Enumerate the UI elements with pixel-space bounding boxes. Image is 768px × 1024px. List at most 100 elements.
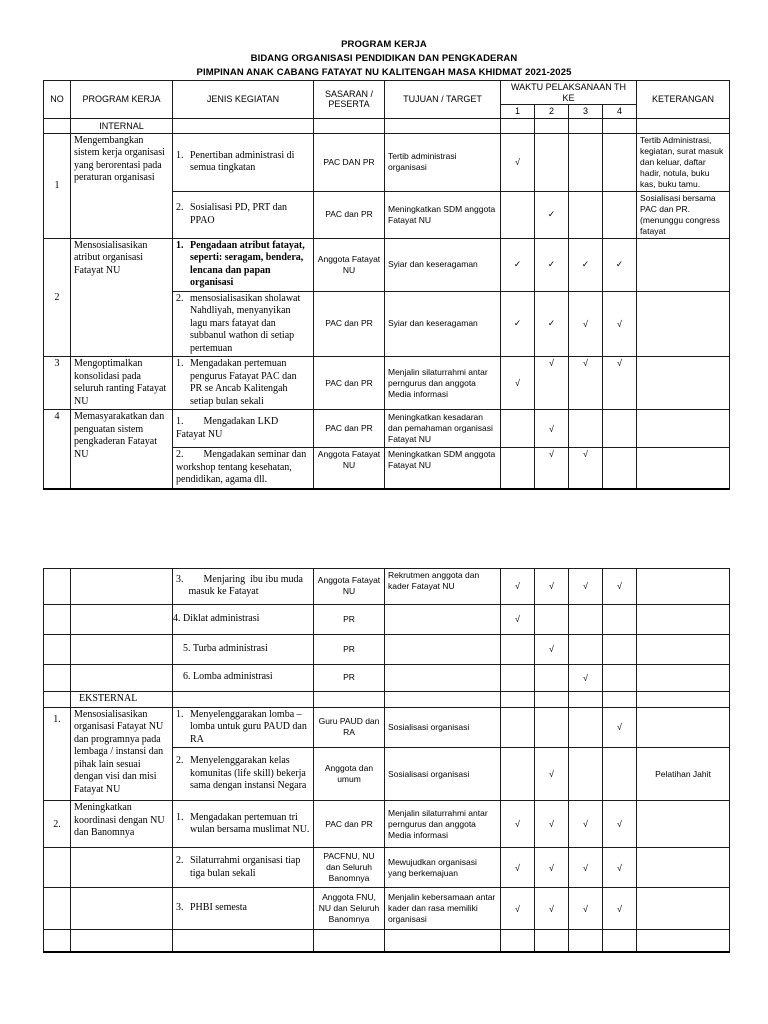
program-cell xyxy=(70,663,173,692)
tujuan-cell: Menjalin kebersamaan antar kader dan ras… xyxy=(384,887,501,930)
tujuan-cell xyxy=(384,603,501,635)
no-cell: 3 xyxy=(43,356,71,410)
item-text: Silaturrahmi organisasi tiap tiga bulan … xyxy=(190,855,301,879)
item-number: 2. xyxy=(176,292,184,304)
jenis-cell: 3. PHBI semesta xyxy=(172,887,314,930)
doc-title-line2: BIDANG ORGANISASI PENDIDIKAN DAN PENGKAD… xyxy=(250,53,518,64)
keterangan-cell xyxy=(636,409,731,448)
waktu-check-cell: √ xyxy=(534,800,569,848)
no-cell xyxy=(43,690,71,708)
table-header-subrow: 1 2 3 4 xyxy=(44,104,730,119)
jenis-cell xyxy=(172,117,314,134)
jenis-cell: 1. Mengadakan pertemuan tri wulan bersama… xyxy=(172,800,314,848)
header-jenis-kegiatan: JENIS KEGIATAN xyxy=(172,80,314,119)
waktu-check-cell: √ xyxy=(500,800,535,848)
waktu-check-cell: √ xyxy=(601,290,638,357)
sasaran-cell: PAC dan PR xyxy=(313,409,385,448)
keterangan-cell xyxy=(636,847,730,888)
no-cell xyxy=(43,567,71,605)
sasaran-cell xyxy=(313,929,385,952)
waktu-check-cell xyxy=(568,747,603,801)
sasaran-cell: PACFNU, NU dan Seluruh Banomnya xyxy=(313,847,385,888)
table-row: 5. Turba administrasi PR √ xyxy=(43,633,730,665)
keterangan-cell xyxy=(636,117,731,134)
tujuan-cell xyxy=(384,690,501,708)
jenis-cell xyxy=(172,690,314,708)
waktu-check-cell: √ xyxy=(500,132,535,192)
waktu-cell xyxy=(534,690,569,708)
tujuan-cell: Sosialisasi organisasi xyxy=(384,747,501,801)
table-row: 3 Mengoptimalkan konsolidasi pada seluru… xyxy=(43,356,731,410)
sasaran-cell: PAC dan PR xyxy=(313,290,385,357)
program-cell: Mengoptimalkan konsolidasi pada seluruh … xyxy=(70,356,173,410)
waktu-check-cell xyxy=(568,132,603,192)
keterangan-cell xyxy=(636,603,730,635)
item-number: 1. xyxy=(176,239,184,251)
sasaran-cell: PR xyxy=(313,663,385,692)
section-row-internal: INTERNAL xyxy=(43,117,731,134)
waktu-cell xyxy=(500,929,535,952)
no-cell: 2. xyxy=(43,800,71,848)
tujuan-cell: Rekrutmen anggota dan kader Fatayat NU xyxy=(384,567,501,605)
waktu-check-cell xyxy=(500,663,535,692)
item-text: Menyelenggarakan lomba – lomba untuk gur… xyxy=(190,708,307,745)
waktu-check-cell: √ xyxy=(602,800,637,848)
item-text: Mengadakan pertemuan tri wulan bersama m… xyxy=(190,811,310,836)
table-row: 2. Sosialisasi PD, PRT dan PPAO PAC dan P… xyxy=(44,190,731,239)
tujuan-cell: Tertib administrasi organisasi xyxy=(384,132,501,192)
table-row: 6. Lomba administrasi PR √ xyxy=(43,663,730,692)
waktu-check-cell xyxy=(601,132,638,192)
program-cell xyxy=(70,633,173,665)
no-cell xyxy=(43,633,71,665)
waktu-cell xyxy=(534,929,569,952)
table-row: 1. Mensosialisasikan organisasi Fatayat … xyxy=(43,706,730,801)
waktu-check-cell: ✓ xyxy=(500,237,535,292)
header-waktu-pelaksanaan: WAKTU PELAKSANAAN TH KE xyxy=(499,80,638,105)
waktu-check-cell: √ xyxy=(534,633,569,665)
program-cell: Memasyarakatkan dan penguatan sistem pen… xyxy=(70,409,173,489)
waktu-check-cell xyxy=(500,633,535,665)
header-no: NO xyxy=(43,80,71,119)
waktu-check-cell xyxy=(568,409,603,448)
program-cell: Mensosialisasikan atribut organisasi Fat… xyxy=(70,237,173,357)
waktu-check-cell: √ xyxy=(534,847,569,888)
header-sasaran-peserta: SASARAN / PESERTA xyxy=(313,80,385,119)
waktu-check-cell: √ xyxy=(500,887,535,930)
table-row: 1 Mengembangkan sistem kerja organisasi … xyxy=(43,132,731,239)
item-number: 2. xyxy=(176,855,184,866)
waktu-check-cell: √ xyxy=(568,663,603,692)
no-cell xyxy=(43,929,71,952)
jenis-cell: 2. Mengadakan seminar dan workshop tenta… xyxy=(172,447,314,489)
keterangan-cell xyxy=(636,690,730,708)
program-cell: Mengembangkan sistem kerja organisasi ya… xyxy=(70,132,173,239)
section-row-eksternal: EKSTERNAL xyxy=(43,690,730,708)
item-number: 2. xyxy=(176,202,184,213)
waktu-check-cell xyxy=(602,747,637,801)
waktu-check-cell: √ xyxy=(534,447,569,489)
waktu-cell xyxy=(534,117,569,134)
sasaran-cell: Anggota Fatayat NU xyxy=(313,447,385,489)
waktu-check-cell xyxy=(602,633,637,665)
jenis-cell: 3. Menjaring ibu ibu muda masuk ke Fatay… xyxy=(172,567,314,605)
waktu-cell xyxy=(500,117,535,134)
item-number: 3. xyxy=(176,902,184,914)
waktu-check-cell: ✓ xyxy=(534,190,569,239)
item-number: 1. xyxy=(176,149,184,161)
keterangan-cell: Sosialisasi bersama PAC dan PR. (menungg… xyxy=(636,190,731,239)
no-cell xyxy=(43,847,71,888)
item-number: 1. xyxy=(176,811,184,823)
keterangan-cell: Tertib Administrasi, kegiatan, surat mas… xyxy=(636,132,731,192)
table-row: 4 Memasyarakatkan dan penguatan sistem p… xyxy=(43,409,731,489)
program-cell xyxy=(70,929,173,952)
table-row: 2 Mensosialisasikan atribut organisasi F… xyxy=(43,237,731,357)
waktu-check-cell: √ xyxy=(568,356,603,410)
item-text: Penertiban administrasi di semua tingkat… xyxy=(190,149,295,174)
item-text: Sosialisasi PD, PRT dan PPAO xyxy=(190,202,288,226)
waktu-cell xyxy=(602,690,637,708)
waktu-cell xyxy=(568,117,603,134)
no-cell: 1 xyxy=(43,132,71,239)
waktu-check-cell: ✓ xyxy=(500,290,535,357)
sasaran-cell: Anggota dan umum xyxy=(313,747,385,801)
tujuan-cell: Syiar dan keseragaman xyxy=(384,290,501,357)
waktu-check-cell: √ xyxy=(568,447,603,489)
